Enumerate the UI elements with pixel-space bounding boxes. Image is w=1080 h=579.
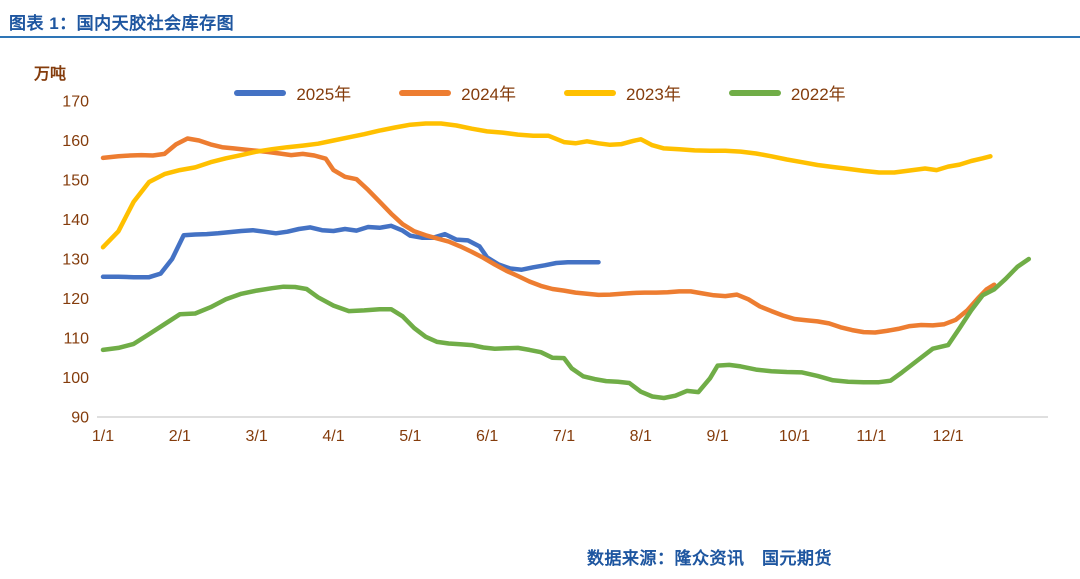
page-title: 图表 1：国内天胶社会库存图 (9, 14, 235, 33)
x-axis-tick-label: 4/1 (322, 428, 344, 445)
legend-item-2023: 2023年 (564, 80, 681, 105)
y-axis-unit-label: 万吨 (34, 66, 67, 83)
y-axis-tick-label: 140 (62, 212, 89, 229)
legend-line-swatch-2024 (399, 89, 452, 96)
y-axis-tick-label: 170 (62, 94, 89, 111)
x-axis-tick-label: 12/1 (933, 428, 964, 445)
inventory-line-chart: 170 160 150 140 130 120 110 100 901/1 2/1 3/1 4/1 5/… (62, 94, 1048, 445)
x-axis-tick-label: 2/1 (169, 428, 191, 445)
x-axis-tick-label: 11/1 (856, 428, 886, 445)
legend-label-2024: 2024年 (461, 85, 516, 104)
y-axis-tick-label: 160 (62, 133, 89, 150)
y-axis-tick-label: 110 (63, 331, 89, 348)
x-axis-tick-label: 10/1 (779, 428, 810, 445)
legend-line-swatch-2023 (564, 89, 616, 96)
legend-label-2023: 2023年 (626, 85, 681, 104)
series-line-0 (100, 223, 601, 280)
x-axis-tick-label: 5/1 (399, 428, 421, 445)
x-axis-tick-label: 1/1 (92, 428, 114, 445)
data-source-note: 数据来源：隆众资讯 国元期货 (587, 549, 832, 568)
chart-legend: 2025年 2024年 2023年 2022年 (0, 80, 1080, 105)
legend-label-2022: 2022年 (790, 85, 846, 104)
legend-item-2025: 2025年 (234, 80, 351, 105)
legend-line-swatch-2022 (728, 89, 781, 96)
series-line-3 (100, 256, 1032, 401)
y-axis-tick-label: 150 (62, 173, 89, 190)
x-axis-tick-label: 8/1 (630, 428, 652, 445)
x-axis-tick-label: 3/1 (246, 428, 268, 445)
legend-line-swatch-2025 (234, 89, 287, 96)
y-axis-tick-label: 90 (71, 410, 89, 427)
y-axis-tick-label: 100 (62, 370, 89, 387)
legend-item-2022: 2022年 (728, 80, 846, 105)
y-axis-tick-label: 130 (62, 252, 89, 269)
header-bar: 图表 1：国内天胶社会库存图 (0, 0, 1080, 38)
x-axis-tick-label: 9/1 (707, 428, 729, 445)
x-axis-tick-label: 7/1 (553, 428, 575, 445)
legend-label-2025: 2025年 (296, 85, 352, 104)
legend-item-2024: 2024年 (399, 80, 516, 105)
series-line-2 (100, 121, 993, 250)
series-line-1 (100, 136, 997, 335)
x-axis-tick-label: 6/1 (476, 428, 498, 445)
y-axis-tick-label: 120 (62, 291, 89, 308)
